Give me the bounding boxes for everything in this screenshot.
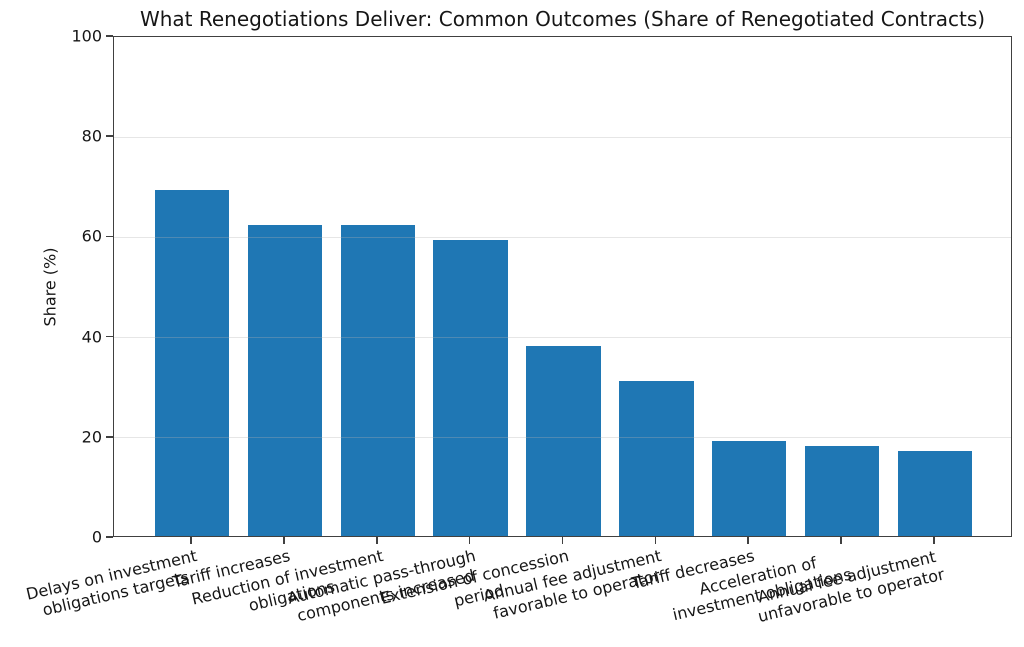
y-tick-label: 60 <box>81 226 102 246</box>
y-tick-mark <box>106 536 113 538</box>
gridline <box>114 437 1011 439</box>
x-tick-mark <box>747 537 749 544</box>
x-tick-mark <box>654 537 657 544</box>
y-tick-mark <box>106 335 113 338</box>
x-tick-mark <box>561 537 564 544</box>
gridline <box>114 136 1011 138</box>
bar <box>804 445 880 536</box>
x-tick-mark <box>840 537 842 544</box>
plot-area <box>113 36 1012 537</box>
y-tick-label: 20 <box>81 427 102 447</box>
y-tick-label: 100 <box>71 26 102 46</box>
bar <box>340 225 415 536</box>
y-tick-mark <box>106 436 113 438</box>
bar <box>433 240 508 536</box>
x-tick-mark <box>190 537 192 544</box>
y-axis-label: Share (%) <box>40 247 60 327</box>
x-tick-mark <box>468 537 471 544</box>
y-tick-mark <box>106 235 113 238</box>
x-tick-mark <box>376 537 378 544</box>
bar <box>154 190 230 536</box>
bar <box>247 225 323 536</box>
bar <box>619 380 694 536</box>
x-tick-mark <box>933 537 935 544</box>
y-tick-mark <box>106 135 113 137</box>
x-tick-mark <box>283 537 285 544</box>
bar <box>897 450 973 536</box>
y-tick-mark <box>106 35 113 37</box>
x-tick-label: Annual fee adjustment unfavorable to ope… <box>756 547 947 626</box>
bar <box>712 440 787 536</box>
gridline <box>114 236 1011 239</box>
gridline <box>114 336 1011 339</box>
y-tick-label: 0 <box>91 527 102 547</box>
y-tick-label: 40 <box>81 327 102 347</box>
bar <box>526 345 601 536</box>
chart-title: What Renegotiations Deliver: Common Outc… <box>139 7 986 31</box>
y-tick-label: 80 <box>81 126 102 146</box>
